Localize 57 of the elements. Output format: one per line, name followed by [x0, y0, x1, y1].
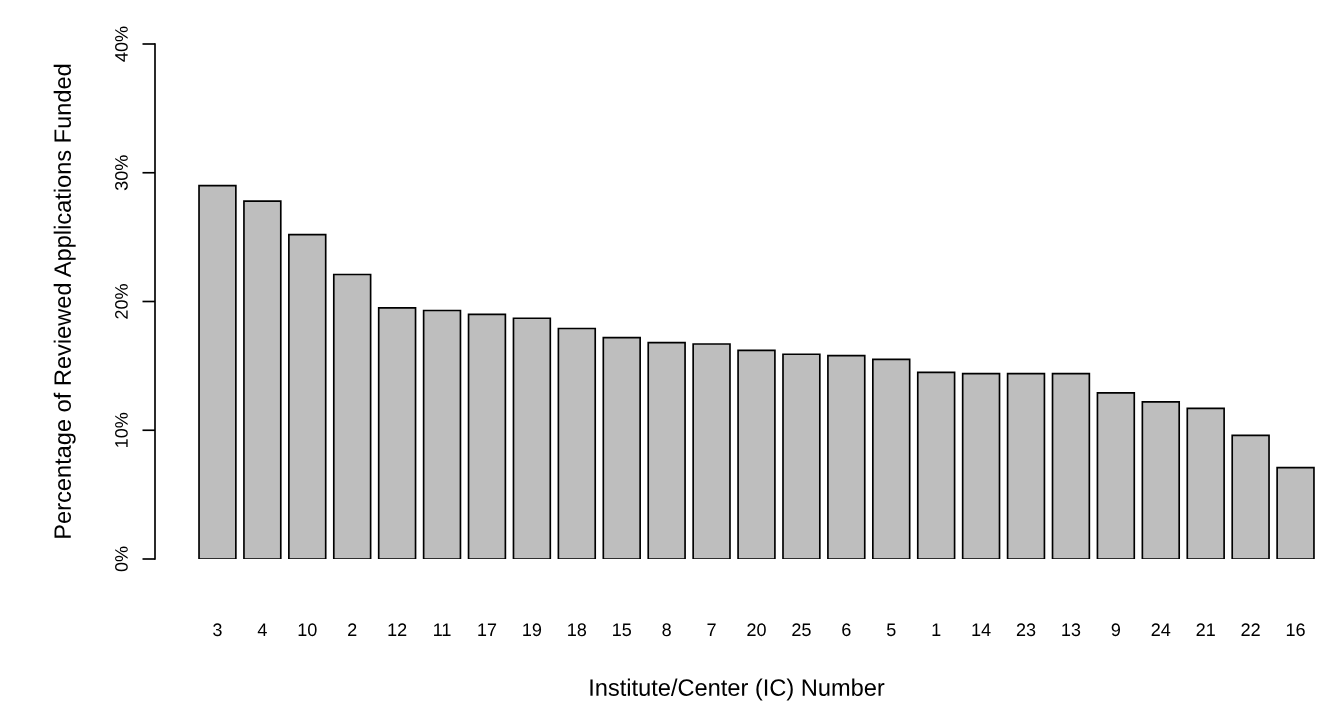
x-tick-label: 4: [257, 623, 267, 636]
bar: [288, 233, 327, 559]
bar: [602, 336, 641, 559]
x-tick-label: 22: [1241, 623, 1260, 636]
x-tick-label: 24: [1151, 623, 1171, 636]
y-tick-label: 20%: [115, 284, 128, 319]
x-tick-label: 23: [1016, 623, 1036, 637]
x-tick-label: 5: [886, 623, 896, 637]
x-tick-label: 15: [613, 623, 632, 637]
x-axis-title: Institute/Center (IC) Number: [590, 678, 885, 701]
bar: [557, 327, 597, 559]
x-tick-label: 6: [842, 623, 851, 637]
x-tick-label: 8: [662, 623, 671, 637]
bar: [827, 354, 866, 559]
bar: [692, 343, 731, 559]
x-tick-label: 3: [213, 623, 222, 637]
bar: [1096, 392, 1136, 559]
bar: [1141, 401, 1181, 559]
bar: [871, 358, 911, 559]
y-axis-title: Percentage of Reviewed Applications Funded: [53, 64, 76, 538]
x-tick-label: 14: [972, 623, 991, 636]
x-tick-label: 25: [792, 623, 811, 637]
x-tick-label: 18: [568, 623, 587, 637]
bar: [647, 341, 686, 559]
x-tick-label: 21: [1196, 623, 1215, 636]
bar: [1186, 407, 1225, 559]
bar: [332, 273, 372, 559]
bar: [198, 184, 237, 559]
bar: [422, 309, 462, 559]
x-tick-label: 13: [1062, 623, 1081, 637]
y-tick-label: 30%: [115, 155, 128, 191]
x-tick-label: 16: [1286, 623, 1305, 637]
bar: [916, 371, 956, 559]
x-tick-label: 7: [707, 623, 716, 636]
x-tick-label: 11: [434, 623, 451, 636]
y-tick-label: 40%: [115, 26, 128, 62]
x-tick-label: 12: [388, 623, 407, 636]
bar: [512, 317, 552, 559]
y-tick-label: 10%: [115, 412, 128, 447]
x-tick-label: 20: [747, 623, 766, 637]
bar: [1231, 434, 1270, 559]
bar: [782, 353, 821, 559]
bar: [1006, 372, 1046, 559]
x-tick-label: 17: [478, 623, 497, 636]
x-tick-label: 2: [348, 623, 357, 636]
bar: [1051, 372, 1091, 559]
bar: [377, 307, 417, 559]
bar: [467, 313, 507, 559]
x-tick-label: 9: [1111, 623, 1121, 637]
x-tick-label: 1: [932, 623, 941, 636]
bar: [961, 372, 1001, 559]
bar: [243, 200, 282, 559]
bar: [737, 349, 776, 559]
bar: [1276, 466, 1315, 559]
x-tick-label: 10: [298, 623, 317, 637]
x-tick-label: 19: [523, 623, 542, 637]
y-tick-label: 0%: [115, 546, 128, 572]
